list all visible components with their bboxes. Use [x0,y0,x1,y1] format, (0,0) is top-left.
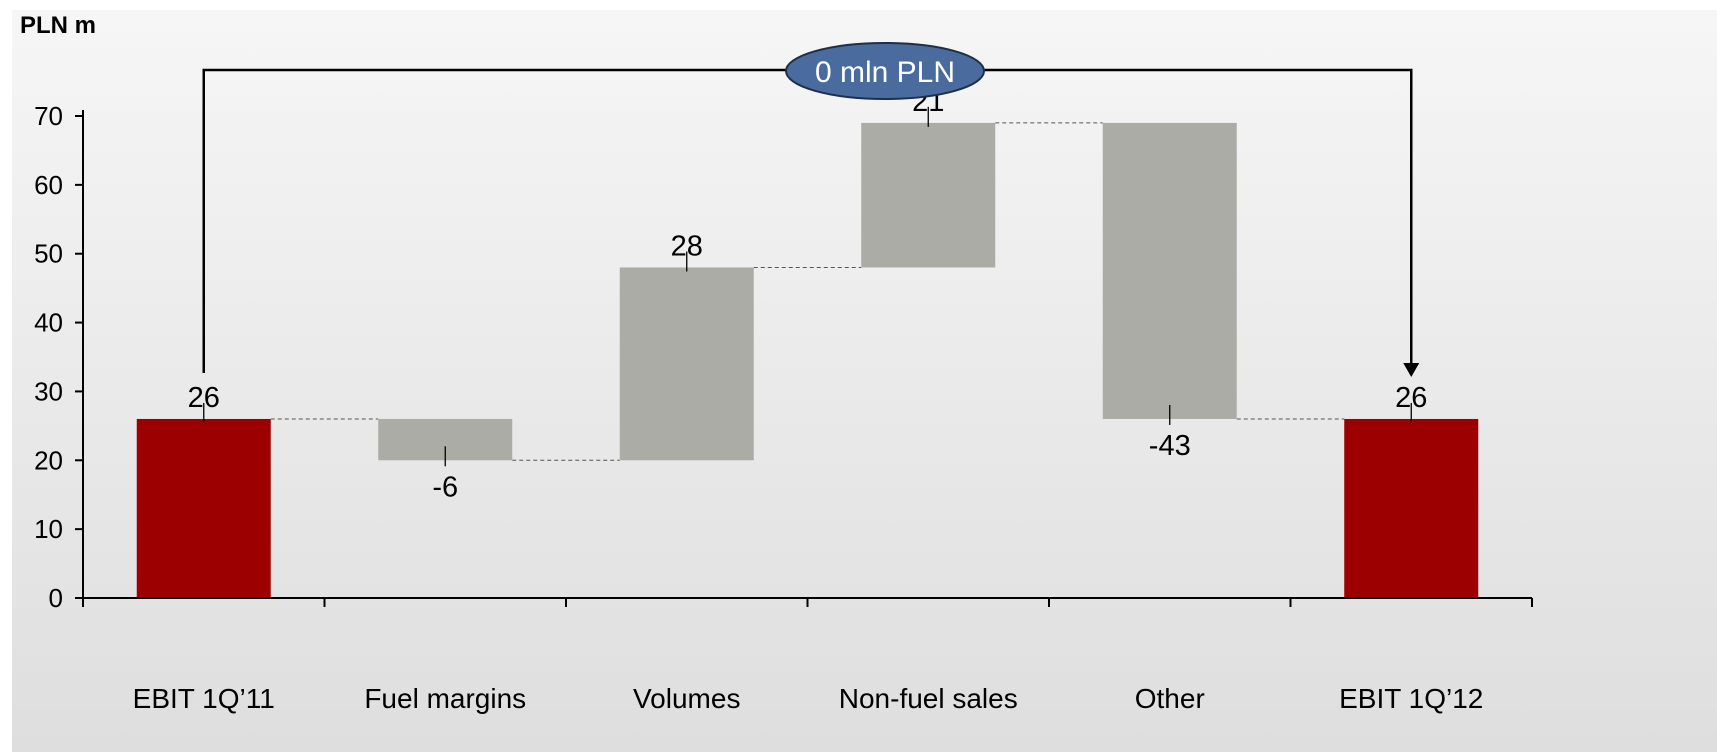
bar [1102,122,1237,419]
bracket-badge [785,42,985,100]
data-label: -6 [432,471,458,503]
x-category-label: Volumes [633,683,740,714]
bar [1344,418,1479,598]
data-label: 26 [1395,382,1427,414]
y-tick-label: 70 [34,101,63,131]
unit-label: PLN m [20,12,96,39]
x-category-label: Non-fuel sales [839,683,1018,714]
axes: 0 10 20 30 40 50 60 70 EBIT 1Q’11 Fuel margins Vol… [34,101,1533,714]
x-category-label: EBIT 1Q’12 [1339,683,1483,714]
plot-background [12,10,1717,752]
connector-lines [270,122,1345,461]
bar [136,418,271,598]
bracket-label: 0 mln PLN [815,56,955,89]
y-tick-label: 50 [34,239,63,269]
y-tick-label: 20 [34,445,63,475]
y-tick-label: 60 [34,170,63,200]
y-tick-label: 30 [34,376,63,406]
data-label: 28 [671,230,703,262]
x-category-label: Other [1135,683,1205,714]
x-category-label: Fuel margins [364,683,526,714]
bars [136,122,1479,598]
y-tick-label: 0 [49,583,63,613]
bracket-arrowhead [1403,362,1420,377]
data-label: -43 [1149,430,1191,462]
y-tick-label: 40 [34,308,63,338]
data-label: 26 [188,382,220,414]
bar [619,267,754,461]
x-category-label: EBIT 1Q’11 [133,683,275,714]
y-tick-label: 10 [34,514,63,544]
bar [861,122,996,268]
total-bracket: 0 mln PLN [202,42,1420,377]
